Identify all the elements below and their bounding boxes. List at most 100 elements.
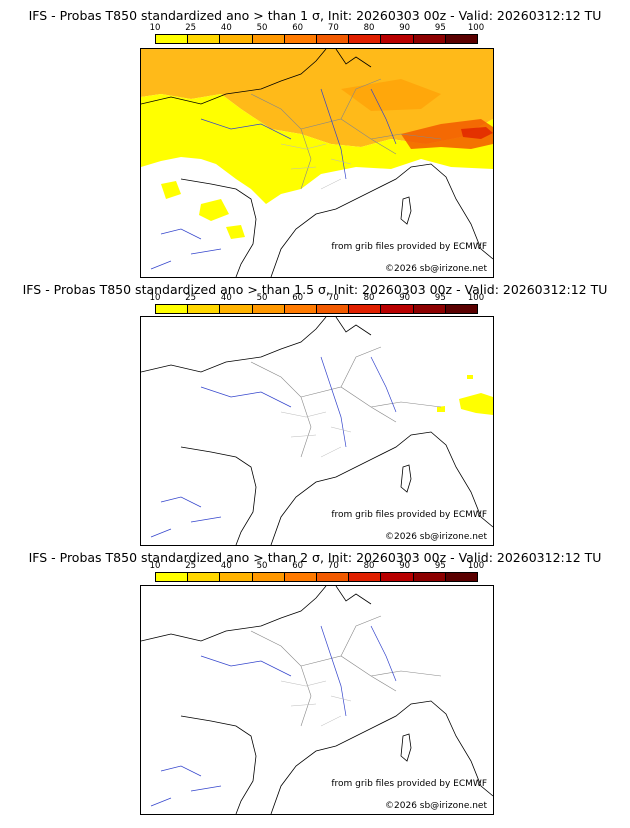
colorbar <box>155 304 478 314</box>
panel-title: IFS - Probas T850 standardized ano > tha… <box>28 550 602 565</box>
colorbar-segment <box>381 35 414 43</box>
borders <box>250 615 442 727</box>
coastline <box>141 49 493 277</box>
rivers <box>150 625 397 807</box>
colorbar-segment <box>220 305 253 313</box>
prob-area-yellow <box>141 94 493 204</box>
colorbar-segment <box>252 35 285 43</box>
rivers <box>150 88 397 270</box>
corsica <box>400 196 412 225</box>
prob-area-yellow-w <box>161 181 181 199</box>
dept-lines <box>280 143 352 190</box>
colorbar-segment <box>413 573 446 581</box>
prob-area-orange-north <box>141 49 493 147</box>
prob-area-yellow-s <box>226 225 245 239</box>
colorbar-tick-label: 50 <box>256 293 268 303</box>
dept-lines <box>280 411 352 458</box>
colorbar-tick-label: 90 <box>399 293 411 303</box>
map-canvas <box>141 586 493 814</box>
colorbar-tick-label: 50 <box>256 23 268 33</box>
colorbar-segment <box>317 305 350 313</box>
colorbar-segment <box>381 305 414 313</box>
colorbar-segment <box>188 35 221 43</box>
colorbar-segment <box>156 35 189 43</box>
probability-map[interactable]: from grib files provided by ECMWF ©2026 … <box>140 316 494 546</box>
colorbar-segment <box>284 35 318 43</box>
corsica <box>400 464 412 493</box>
colorbar-tick-label: 25 <box>185 293 197 303</box>
prob-area-red-alps <box>401 119 493 149</box>
dept-lines <box>280 680 352 727</box>
colorbar-ticks: 10 25 40 50 60 70 80 90 95 100 <box>150 23 485 33</box>
prob-area-darkred-alps <box>461 127 493 139</box>
colorbar-tick-label: 60 <box>292 23 304 33</box>
coastline <box>141 317 493 545</box>
colorbar-segment <box>252 305 285 313</box>
colorbar-tick-label: 100 <box>467 293 485 303</box>
colorbar-segment <box>156 305 189 313</box>
map-canvas <box>141 49 493 277</box>
colorbar-segment <box>317 573 350 581</box>
colorbar-tick-label: 95 <box>434 561 446 571</box>
prob-area-yellow-ne <box>467 375 473 379</box>
colorbar-segment <box>349 305 382 313</box>
colorbar-segment <box>252 573 285 581</box>
colorbar-ticks: 10 25 40 50 60 70 80 90 95 100 <box>150 293 485 303</box>
colorbar-tick-label: 70 <box>327 23 339 33</box>
colorbar-tick-label: 90 <box>399 561 411 571</box>
colorbar-tick-label: 80 <box>363 293 375 303</box>
rivers <box>150 356 397 538</box>
panel-title: IFS - Probas T850 standardized ano > tha… <box>22 282 608 297</box>
colorbar-segment <box>317 35 350 43</box>
copyright-credit: ©2026 sb@irizone.net <box>385 532 487 542</box>
prob-area-yellow-sw <box>199 199 229 221</box>
colorbar-tick-label: 10 <box>149 23 161 33</box>
colorbar-segment <box>413 35 446 43</box>
colorbar-segment <box>156 573 189 581</box>
borders <box>250 346 442 458</box>
borders <box>250 78 442 190</box>
colorbar-segment <box>349 35 382 43</box>
colorbar-tick-label: 40 <box>220 561 232 571</box>
colorbar-tick-label: 25 <box>185 23 197 33</box>
colorbar-segment <box>445 573 478 581</box>
colorbar-segment <box>284 305 318 313</box>
prob-area-orange-east <box>341 79 441 111</box>
prob-area-yellow-small <box>437 406 445 412</box>
colorbar-segment <box>220 35 253 43</box>
colorbar-ticks: 10 25 40 50 60 70 80 90 95 100 <box>150 561 485 571</box>
probability-map[interactable]: from grib files provided by ECMWF ©2026 … <box>140 48 494 278</box>
data-source-credit: from grib files provided by ECMWF <box>331 510 487 520</box>
colorbar-tick-label: 80 <box>363 561 375 571</box>
colorbar-tick-label: 95 <box>434 23 446 33</box>
map-canvas <box>141 317 493 545</box>
colorbar-tick-label: 80 <box>363 23 375 33</box>
panel-title: IFS - Probas T850 standardized ano > tha… <box>28 8 602 23</box>
colorbar <box>155 572 478 582</box>
colorbar <box>155 34 478 44</box>
colorbar-tick-label: 90 <box>399 23 411 33</box>
probability-map[interactable]: from grib files provided by ECMWF ©2026 … <box>140 585 494 815</box>
colorbar-tick-label: 70 <box>327 561 339 571</box>
colorbar-segment <box>188 305 221 313</box>
data-source-credit: from grib files provided by ECMWF <box>331 242 487 252</box>
colorbar-segment <box>284 573 318 581</box>
colorbar-segment <box>188 573 221 581</box>
colorbar-tick-label: 100 <box>467 561 485 571</box>
colorbar-tick-label: 25 <box>185 561 197 571</box>
colorbar-tick-label: 95 <box>434 293 446 303</box>
colorbar-segment <box>220 573 253 581</box>
colorbar-tick-label: 10 <box>149 293 161 303</box>
colorbar-segment <box>413 305 446 313</box>
colorbar-segment <box>381 573 414 581</box>
copyright-credit: ©2026 sb@irizone.net <box>385 801 487 811</box>
colorbar-tick-label: 40 <box>220 293 232 303</box>
data-source-credit: from grib files provided by ECMWF <box>331 779 487 789</box>
colorbar-tick-label: 40 <box>220 23 232 33</box>
coastline <box>141 586 493 814</box>
colorbar-tick-label: 50 <box>256 561 268 571</box>
colorbar-segment <box>445 35 478 43</box>
corsica <box>400 733 412 762</box>
colorbar-tick-label: 100 <box>467 23 485 33</box>
colorbar-tick-label: 70 <box>327 293 339 303</box>
